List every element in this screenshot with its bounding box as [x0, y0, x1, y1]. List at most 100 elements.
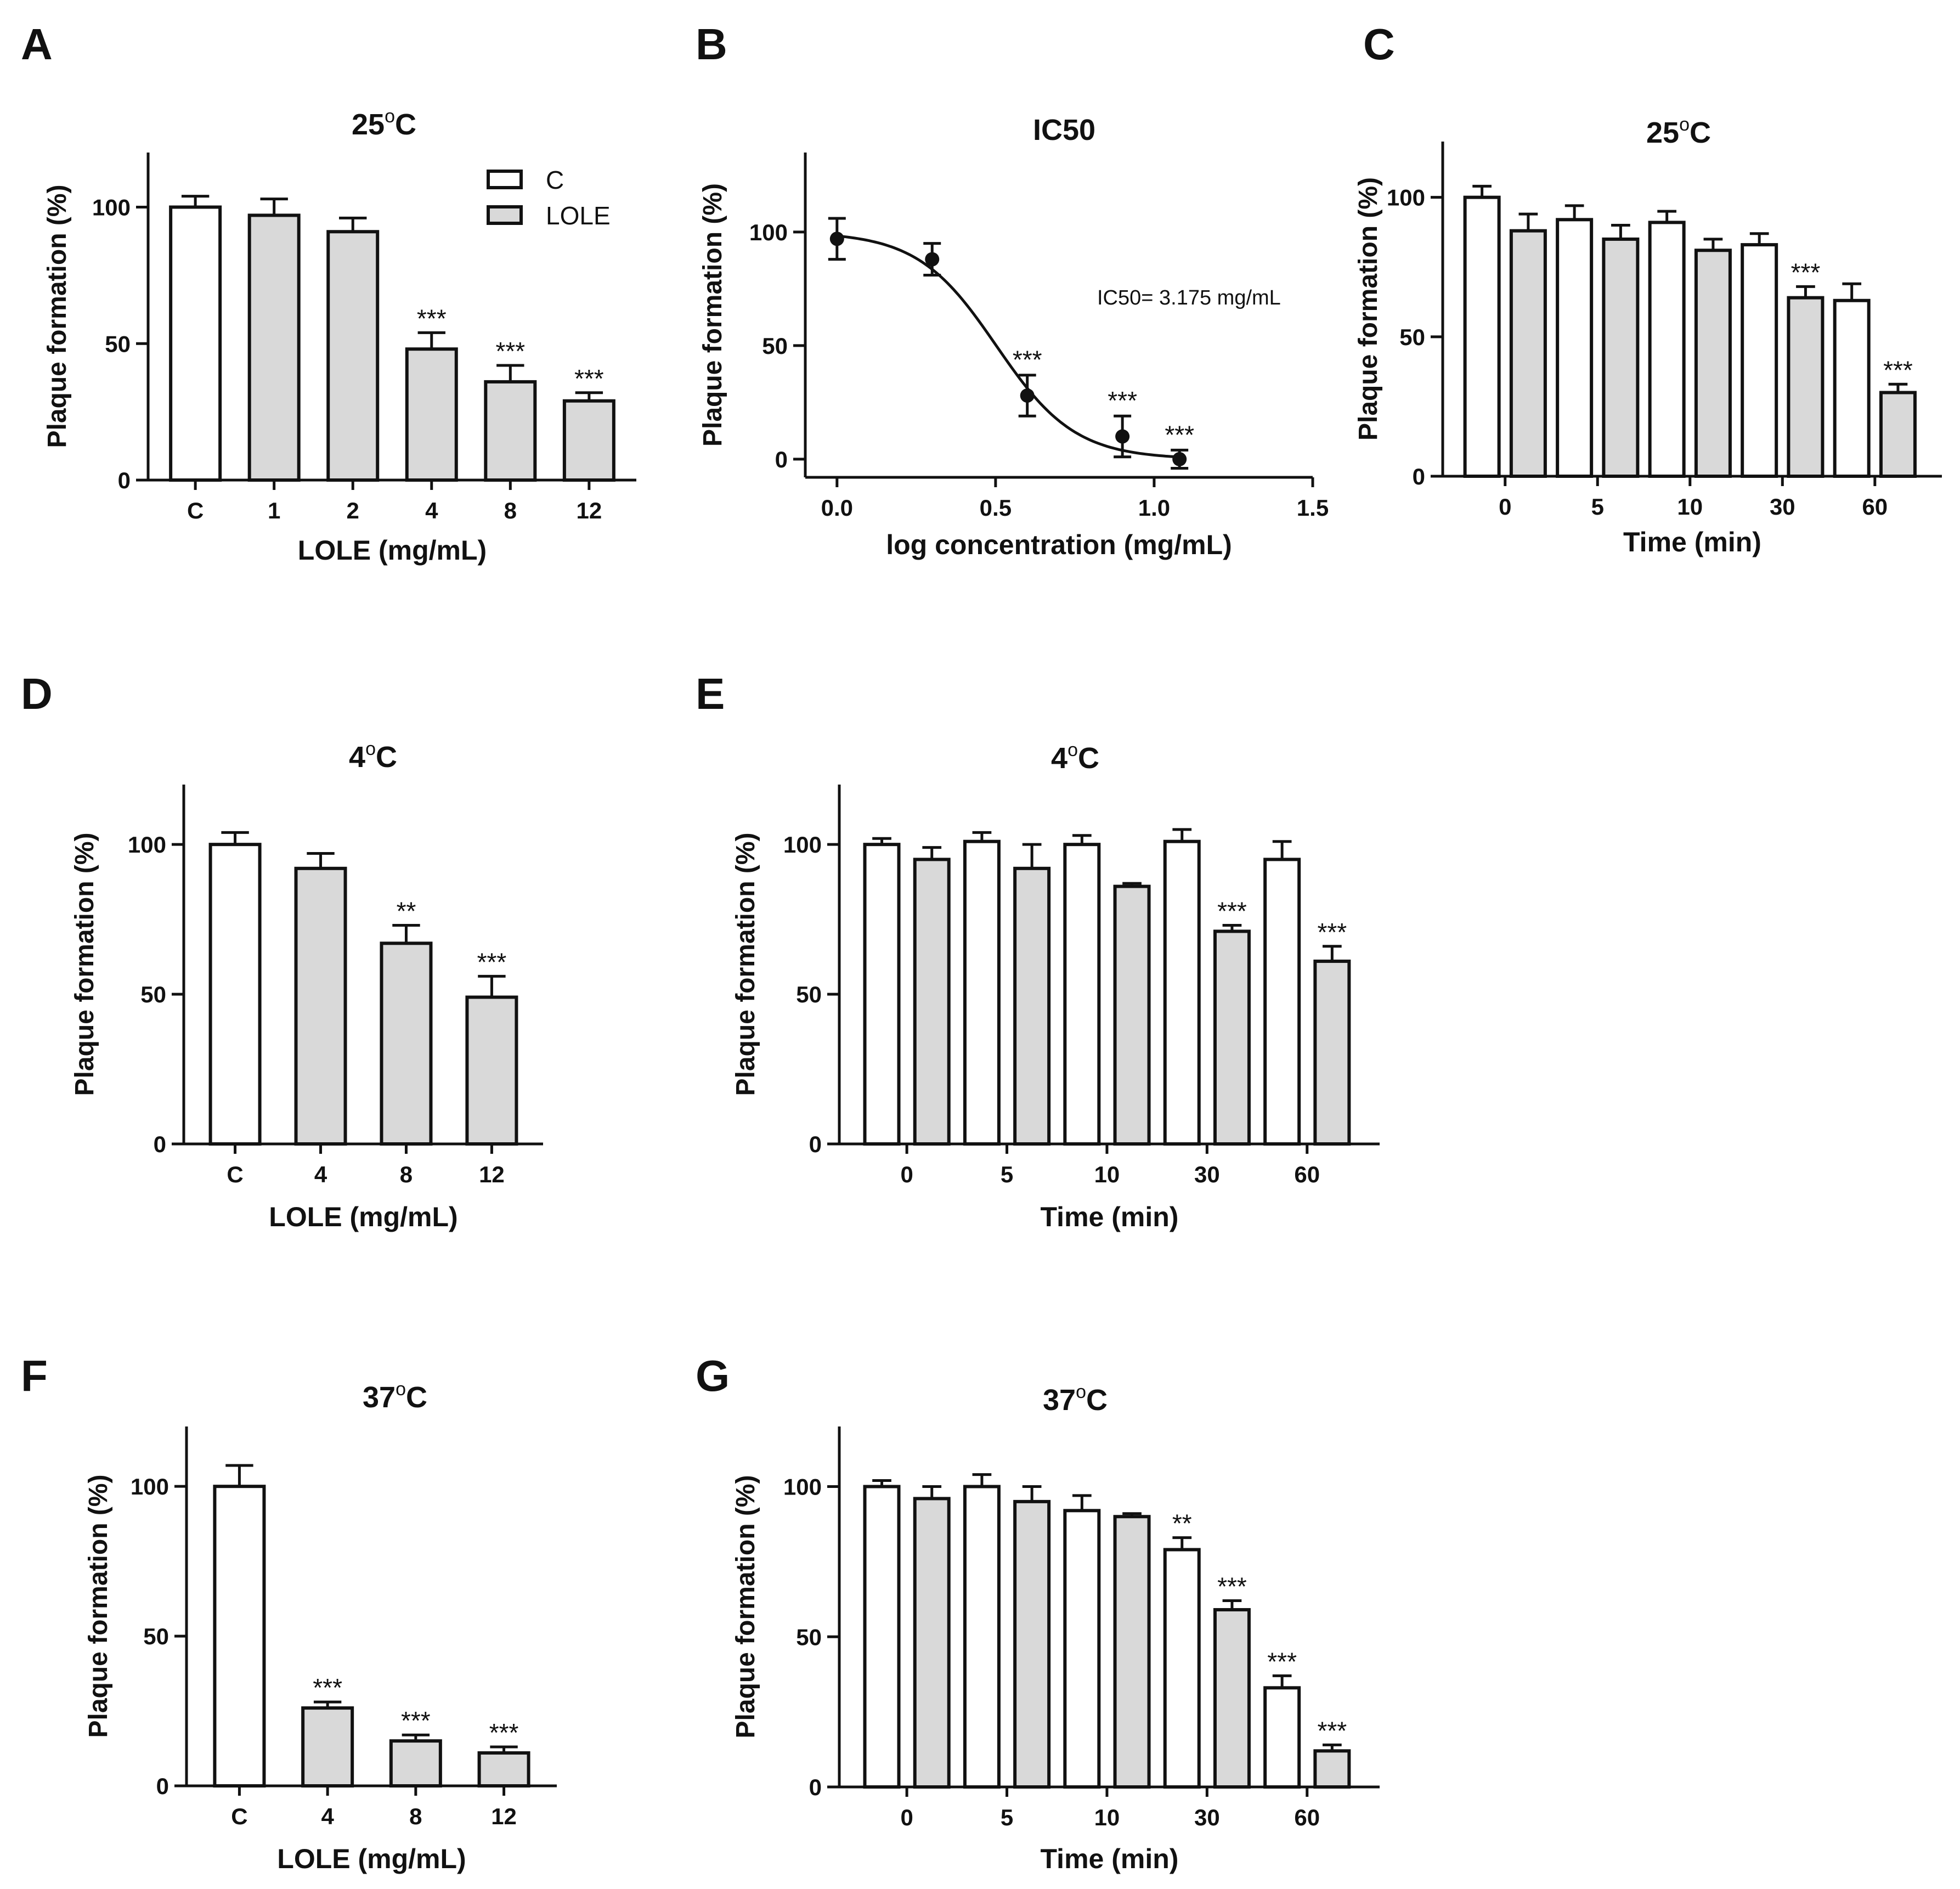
x-tick-label: 1: [268, 498, 280, 523]
bar: [247, 213, 301, 482]
y-tick-label: 0: [1413, 464, 1425, 489]
panel-letter: E: [696, 669, 725, 718]
chart-title-unit: C: [376, 741, 397, 774]
y-tick-label: 50: [140, 982, 166, 1007]
y-axis-label: Plaque formation (%): [731, 832, 760, 1096]
bar: [1163, 1548, 1201, 1789]
x-axis-label: Time (min): [1623, 527, 1761, 557]
x-tick-label: 10: [1094, 1161, 1120, 1187]
y-tick-label: 100: [783, 832, 822, 858]
panel-letter: F: [21, 1351, 48, 1400]
y-tick-label: 100: [131, 1474, 169, 1499]
x-tick-label: 0: [900, 1805, 913, 1830]
bar: [169, 205, 222, 482]
y-tick-label: 0: [775, 447, 788, 472]
bar: [465, 995, 518, 1146]
y-tick-label: 0: [118, 467, 131, 493]
bar: [1013, 866, 1051, 1146]
bar: [1741, 243, 1778, 478]
y-tick-label: 0: [154, 1131, 166, 1157]
y-tick-label: 0: [809, 1774, 822, 1800]
bar: [301, 1706, 354, 1787]
bar: [1163, 839, 1201, 1146]
x-tick-label: C: [227, 1161, 243, 1187]
y-tick-label: 50: [796, 1624, 822, 1650]
x-tick-label: 4: [314, 1161, 327, 1187]
y-tick-label: 50: [1399, 324, 1425, 350]
x-tick-label: 1.5: [1297, 495, 1329, 521]
chart-title-unit: C: [1690, 116, 1711, 149]
significance-label: ***: [1317, 918, 1347, 946]
panel-letter: B: [696, 20, 727, 69]
significance-label: ***: [417, 304, 447, 332]
bar: [1263, 858, 1301, 1146]
x-tick-label: 30: [1770, 494, 1795, 520]
data-point: [1020, 388, 1035, 403]
bar: [1013, 1499, 1051, 1789]
y-axis-label: Plaque formation (%): [731, 1475, 760, 1738]
data-point: [1115, 429, 1130, 444]
x-axis-label: log concentration (mg/mL): [886, 529, 1232, 560]
degree-mark: o: [385, 106, 395, 127]
fit-curve: [837, 234, 1186, 459]
degree-mark: o: [365, 738, 376, 759]
y-tick-label: 100: [1387, 185, 1425, 211]
x-tick-label: 5: [1001, 1161, 1013, 1187]
bar: [913, 858, 951, 1146]
legend-swatch: [487, 170, 523, 189]
x-tick-label: 4: [321, 1803, 334, 1829]
x-tick-label: 60: [1862, 494, 1888, 520]
legend: C LOLE: [487, 166, 611, 230]
x-tick-label: 1.0: [1138, 495, 1170, 521]
significance-label: ***: [401, 1706, 431, 1735]
x-tick-label: 8: [400, 1161, 413, 1187]
degree-mark: o: [396, 1379, 406, 1400]
x-tick-label: 8: [409, 1803, 422, 1829]
bar: [963, 1485, 1001, 1789]
x-tick-label: 0: [1499, 494, 1511, 520]
panel-letter: A: [21, 20, 53, 69]
x-tick-label: 60: [1294, 1805, 1320, 1830]
bar: [213, 1485, 266, 1788]
significance-label: **: [397, 897, 416, 926]
bar: [863, 1485, 901, 1789]
y-tick-label: 50: [796, 982, 822, 1007]
bar: [208, 843, 262, 1146]
y-tick-label: 100: [749, 219, 788, 245]
bar: [389, 1739, 442, 1787]
bar: [1787, 296, 1825, 478]
degree-mark: o: [1067, 740, 1078, 760]
bar: [1113, 1515, 1151, 1789]
panel-letter: D: [21, 669, 53, 718]
y-axis-label: Plaque formation (%): [84, 1474, 113, 1738]
x-tick-label: 30: [1194, 1161, 1220, 1187]
y-tick-label: 50: [105, 331, 131, 357]
chart-title-unit: C: [406, 1381, 427, 1414]
legend-label: C: [546, 166, 564, 194]
panel-b: B IC50 0 50 100 Plaque formation (%) log conce…: [696, 20, 1329, 560]
degree-mark: o: [1679, 114, 1690, 135]
x-tick-label: 10: [1094, 1805, 1120, 1830]
x-tick-label: 5: [1001, 1805, 1013, 1830]
significance-label: ***: [1013, 346, 1042, 374]
chart-title: 37oC: [1043, 1381, 1108, 1417]
chart-title: 25oC: [1646, 114, 1711, 149]
chart-title: 4oC: [1051, 740, 1099, 775]
bar: [1313, 1749, 1351, 1789]
bar: [1113, 884, 1151, 1146]
x-tick-label: 4: [425, 498, 438, 523]
bar: [1213, 929, 1251, 1146]
significance-label: ***: [1791, 258, 1821, 286]
y-axis-label: Plaque formation (%): [43, 184, 72, 448]
x-tick-label: 0: [900, 1161, 913, 1187]
y-axis-label: Plaque formation (%): [70, 832, 99, 1096]
significance-label: ***: [489, 1718, 519, 1747]
bar: [1509, 229, 1547, 478]
y-tick-label: 50: [762, 333, 788, 359]
